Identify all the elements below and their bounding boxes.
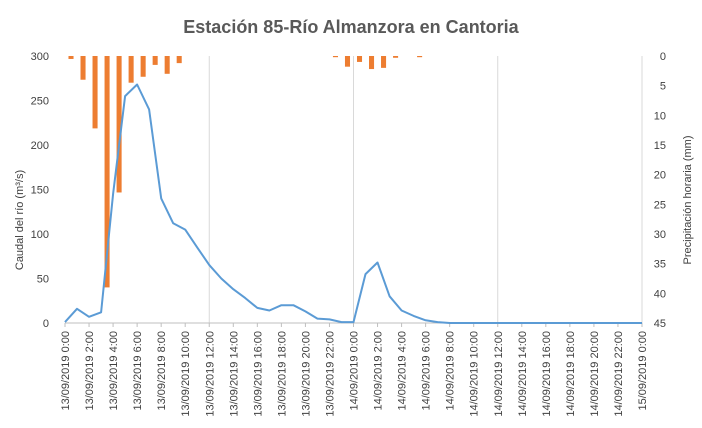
x-axis-tick-label: 14/09/2019 20:00 xyxy=(589,331,601,417)
x-axis-tick-label: 14/09/2019 4:00 xyxy=(397,331,409,411)
right-axis-ticks: 0 5 10 15 20 25 30 35 40 45 xyxy=(654,51,666,330)
left-axis-ticks: 0 50 100 150 200 250 300 xyxy=(31,51,49,330)
right-axis-tick-label: 30 xyxy=(654,229,666,241)
discharge-line xyxy=(64,83,642,324)
x-axis-tick-label: 13/09/2019 8:00 xyxy=(156,331,168,411)
precipitation-bar xyxy=(332,56,338,58)
right-axis-tick-label: 25 xyxy=(654,199,666,211)
precipitation-bar xyxy=(393,56,399,58)
x-axis-tick-label: 14/09/2019 22:00 xyxy=(613,331,625,417)
x-axis-tick-label: 14/09/2019 18:00 xyxy=(565,331,577,417)
x-axis-tick-label: 14/09/2019 12:00 xyxy=(493,331,505,417)
right-axis-tick-label: 0 xyxy=(660,51,666,63)
x-axis-tick-label: 14/09/2019 2:00 xyxy=(373,331,385,411)
precipitation-bar xyxy=(356,56,363,62)
x-axis-tick-label: 14/09/2019 14:00 xyxy=(517,331,529,417)
x-axis-tick-label: 13/09/2019 18:00 xyxy=(276,331,288,417)
right-axis-tick-label: 35 xyxy=(654,259,666,271)
x-axis-tick-label: 13/09/2019 14:00 xyxy=(228,331,240,417)
grid-layer xyxy=(208,56,643,323)
x-axis-tick-label: 14/09/2019 10:00 xyxy=(469,331,481,417)
x-axis-tick-label: 14/09/2019 6:00 xyxy=(421,331,433,411)
right-axis-tick-label: 45 xyxy=(654,318,666,330)
left-axis-tick-label: 300 xyxy=(31,51,49,63)
x-axis-tick-label: 14/09/2019 8:00 xyxy=(445,331,457,411)
x-axis-tick-label: 13/09/2019 22:00 xyxy=(325,331,337,417)
x-axis-ticks: 13/09/2019 0:00 13/09/2019 2:00 13/09/2019… xyxy=(60,331,649,417)
precipitation-bar xyxy=(369,56,375,70)
bars-layer xyxy=(68,56,423,288)
x-axis-tick-label: 13/09/2019 16:00 xyxy=(252,331,264,417)
x-axis-tick-label: 15/09/2019 0:00 xyxy=(637,331,649,411)
precipitation-bar xyxy=(116,56,122,193)
precipitation-bar xyxy=(152,56,158,65)
left-axis-tick-label: 200 xyxy=(31,140,49,152)
precipitation-bar xyxy=(164,56,170,74)
precipitation-bar xyxy=(128,56,134,83)
y-axis-title-right: Precipitación horaria (mm) xyxy=(682,136,694,265)
x-axis-tick-label: 13/09/2019 20:00 xyxy=(300,331,312,417)
x-axis-tick-label: 14/09/2019 0:00 xyxy=(349,331,361,411)
precipitation-bar xyxy=(140,56,146,77)
x-axis-tick-label: 13/09/2019 2:00 xyxy=(84,331,96,411)
left-axis-tick-label: 100 xyxy=(31,229,49,241)
x-axis-tick-label: 13/09/2019 10:00 xyxy=(180,331,192,417)
precipitation-bar xyxy=(68,56,74,59)
chart-title: Estación 85-Río Almanzora en Cantoria xyxy=(183,17,519,37)
x-axis-tick-label: 13/09/2019 12:00 xyxy=(204,331,216,417)
precipitation-bar xyxy=(381,56,387,68)
left-axis-tick-label: 50 xyxy=(37,274,49,286)
left-axis-tick-label: 150 xyxy=(31,185,49,197)
precipitation-bar xyxy=(176,56,182,64)
left-axis-tick-label: 250 xyxy=(31,96,49,108)
x-axis-tick-label: 13/09/2019 4:00 xyxy=(108,331,120,411)
line-layer xyxy=(64,83,642,324)
precipitation-bar xyxy=(104,56,110,288)
y-axis-title-left: Caudal del río (m³/s) xyxy=(14,170,26,270)
precipitation-bar xyxy=(92,56,98,129)
x-axis-tick-label: 13/09/2019 6:00 xyxy=(132,331,144,411)
x-axis-tick-label: 13/09/2019 0:00 xyxy=(60,331,72,411)
precipitation-bar xyxy=(344,56,351,67)
left-axis-tick-label: 0 xyxy=(43,318,49,330)
right-axis-tick-label: 15 xyxy=(654,140,666,152)
precipitation-bar xyxy=(417,56,423,58)
right-axis-tick-label: 40 xyxy=(654,288,666,300)
right-axis-tick-label: 10 xyxy=(654,110,666,122)
right-axis-tick-label: 20 xyxy=(654,170,666,182)
x-axis-tick-label: 14/09/2019 16:00 xyxy=(541,331,553,417)
right-axis-tick-label: 5 xyxy=(660,81,666,93)
precipitation-bar xyxy=(80,56,86,80)
